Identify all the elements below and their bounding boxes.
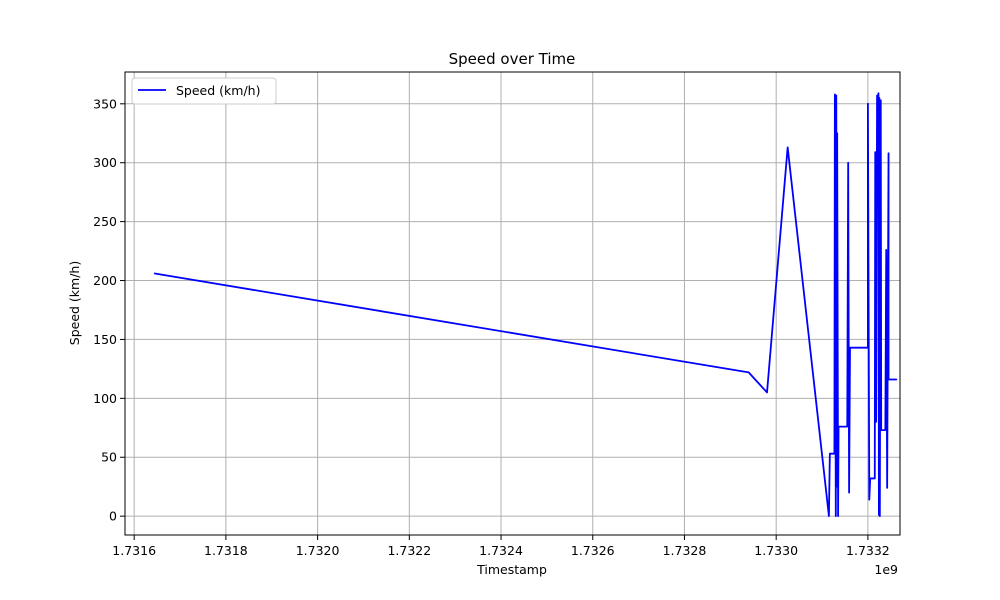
y-tick-label: 250 (93, 214, 117, 229)
y-tick-label: 200 (93, 273, 117, 288)
x-tick-label: 1.7322 (387, 543, 431, 558)
y-tick-label: 150 (93, 332, 117, 347)
x-tick-label: 1.7330 (754, 543, 798, 558)
x-tick-label: 1.7318 (204, 543, 248, 558)
x-tick-label: 1.7326 (571, 543, 615, 558)
y-axis-title: Speed (km/h) (67, 261, 82, 345)
y-tick-label: 50 (101, 450, 117, 465)
x-offset-label: 1e9 (874, 562, 898, 577)
x-tick-label: 1.7324 (479, 543, 523, 558)
chart-title: Speed over Time (449, 50, 576, 68)
legend-label-speed: Speed (km/h) (176, 83, 260, 98)
legend-box (131, 77, 277, 105)
x-tick-label: 1.7332 (846, 543, 890, 558)
y-tick-label: 0 (109, 509, 117, 524)
y-tick-label: 300 (93, 155, 117, 170)
legend: Speed (km/h) (131, 77, 277, 105)
x-axis-title: Timestamp (476, 562, 547, 577)
series-layer (153, 92, 898, 518)
plot-frame (124, 71, 901, 536)
series-line-speed (153, 92, 898, 518)
y-tick-label: 100 (93, 391, 117, 406)
x-tick-label: 1.7320 (296, 543, 340, 558)
y-tick-label: 350 (93, 96, 117, 111)
x-tick-label: 1.7328 (663, 543, 707, 558)
y-axis: 0 50 100 150 200 250 300 350 (93, 96, 125, 524)
x-axis: 1.7316 1.7318 1.7320 1.7322 1.7324 1.7326 1.73… (112, 535, 890, 558)
x-tick-label: 1.7316 (112, 543, 156, 558)
